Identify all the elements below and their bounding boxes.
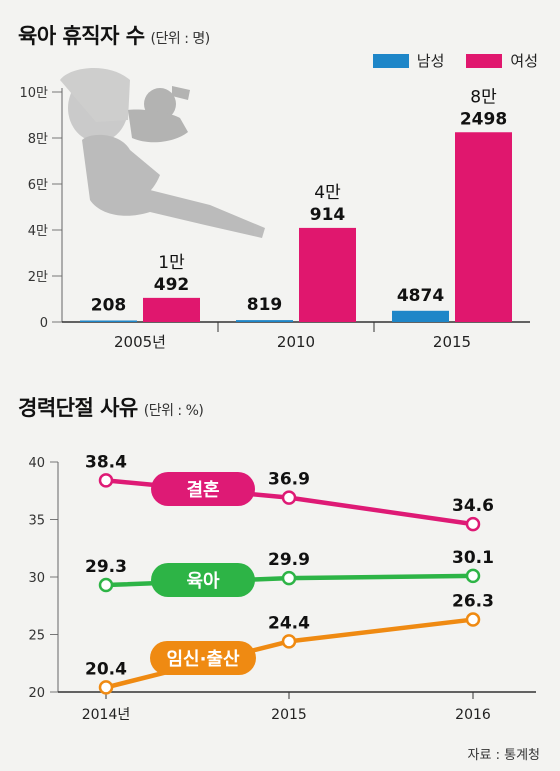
series-name-pill xyxy=(151,563,255,597)
line-chart-unit: (단위 : %) xyxy=(143,403,204,419)
bar-value-label: 1만 xyxy=(158,253,185,273)
data-point xyxy=(281,490,297,505)
bar-chart-unit: (단위 : 명) xyxy=(150,31,211,47)
bar-female xyxy=(143,297,200,322)
data-point-label: 20.4 xyxy=(85,659,127,679)
x-tick-label: 2016 xyxy=(455,707,491,723)
bar-value-label: 2498 xyxy=(460,109,507,129)
series-name-label: 결혼 xyxy=(186,479,219,501)
x-tick-label: 2015 xyxy=(271,707,307,723)
bar-chart-title: 육아 휴직자 수 xyxy=(18,24,145,48)
y-tick-label: 8만 xyxy=(28,132,48,147)
legend-label-male: 남성 xyxy=(416,52,445,70)
data-point-label: 24.4 xyxy=(268,613,310,633)
y-tick-label: 30 xyxy=(28,571,45,586)
legend-swatch-male xyxy=(372,53,409,68)
data-point-label: 29.9 xyxy=(268,550,310,570)
x-tick-label: 2010 xyxy=(277,333,315,351)
legend-item-male: 남성 xyxy=(372,50,445,71)
bar-value-label: 914 xyxy=(310,205,346,225)
y-tick-label: 25 xyxy=(28,629,45,644)
bar-value-label: 4874 xyxy=(397,286,444,306)
data-point-label: 26.3 xyxy=(452,592,494,612)
series-name-pill xyxy=(150,641,256,675)
bar-male xyxy=(236,320,293,322)
y-tick-label: 0 xyxy=(40,316,48,331)
data-point xyxy=(281,570,297,586)
bar-female xyxy=(455,132,512,322)
legend-item-female: 여성 xyxy=(466,50,538,71)
y-tick-label: 35 xyxy=(28,514,45,529)
legend-swatch-female xyxy=(466,53,503,68)
legend-label-female: 여성 xyxy=(510,52,538,70)
series-name-label: 임신·출산 xyxy=(166,649,240,670)
career-break-line-chart: 20 25 30 35 40 2014년 2015 2016 결혼 38.4 36.9 34.6 육아 2… xyxy=(28,452,536,723)
bar-value-label: 4만 xyxy=(314,183,341,203)
mother-baby-silhouette xyxy=(60,67,265,238)
x-tick-label: 2014년 xyxy=(82,707,131,723)
data-point xyxy=(98,473,114,488)
bar-value-label: 8만 xyxy=(470,87,497,107)
x-tick-label: 2015 xyxy=(433,333,471,351)
data-point-label: 34.6 xyxy=(452,496,494,516)
y-tick-label: 2만 xyxy=(28,270,48,285)
y-tick-label: 4만 xyxy=(28,224,48,239)
bar-value-label: 819 xyxy=(247,295,283,315)
y-tick-label: 10만 xyxy=(19,86,48,101)
y-tick-label: 40 xyxy=(28,456,45,471)
line-chart-title: 경력단절 사유 xyxy=(18,396,138,420)
data-point xyxy=(98,680,114,695)
bar-chart-title-block: 육아 휴직자 수 (단위 : 명) xyxy=(18,20,210,50)
bar-value-label: 208 xyxy=(91,296,127,316)
series-name-pill xyxy=(151,472,255,506)
childcare-leave-bar-chart: 02만4만6만8만10만2005년2081만49220108194만914201… xyxy=(19,86,530,351)
data-point xyxy=(465,568,481,584)
data-point-label: 36.9 xyxy=(268,470,310,490)
data-point-label: 30.1 xyxy=(452,548,494,568)
bar-female xyxy=(299,227,356,322)
data-point xyxy=(98,577,114,593)
data-point-label: 29.3 xyxy=(85,557,127,577)
bar-chart-legend: 남성 여성 xyxy=(372,50,538,71)
y-tick-label: 20 xyxy=(28,686,45,701)
series-name-label: 육아 xyxy=(186,571,220,592)
x-tick-label: 2005년 xyxy=(114,333,166,351)
data-point xyxy=(465,612,481,627)
data-point xyxy=(281,634,297,649)
bar-male xyxy=(392,310,449,322)
line-chart-title-block: 경력단절 사유 (단위 : %) xyxy=(18,392,204,422)
bar-value-label: 492 xyxy=(154,275,190,295)
source-note: 자료 : 통계청 xyxy=(467,748,540,763)
y-tick-label: 6만 xyxy=(28,178,48,193)
data-point-label: 38.4 xyxy=(85,452,127,472)
data-point xyxy=(465,516,481,532)
bar-male xyxy=(80,320,137,322)
